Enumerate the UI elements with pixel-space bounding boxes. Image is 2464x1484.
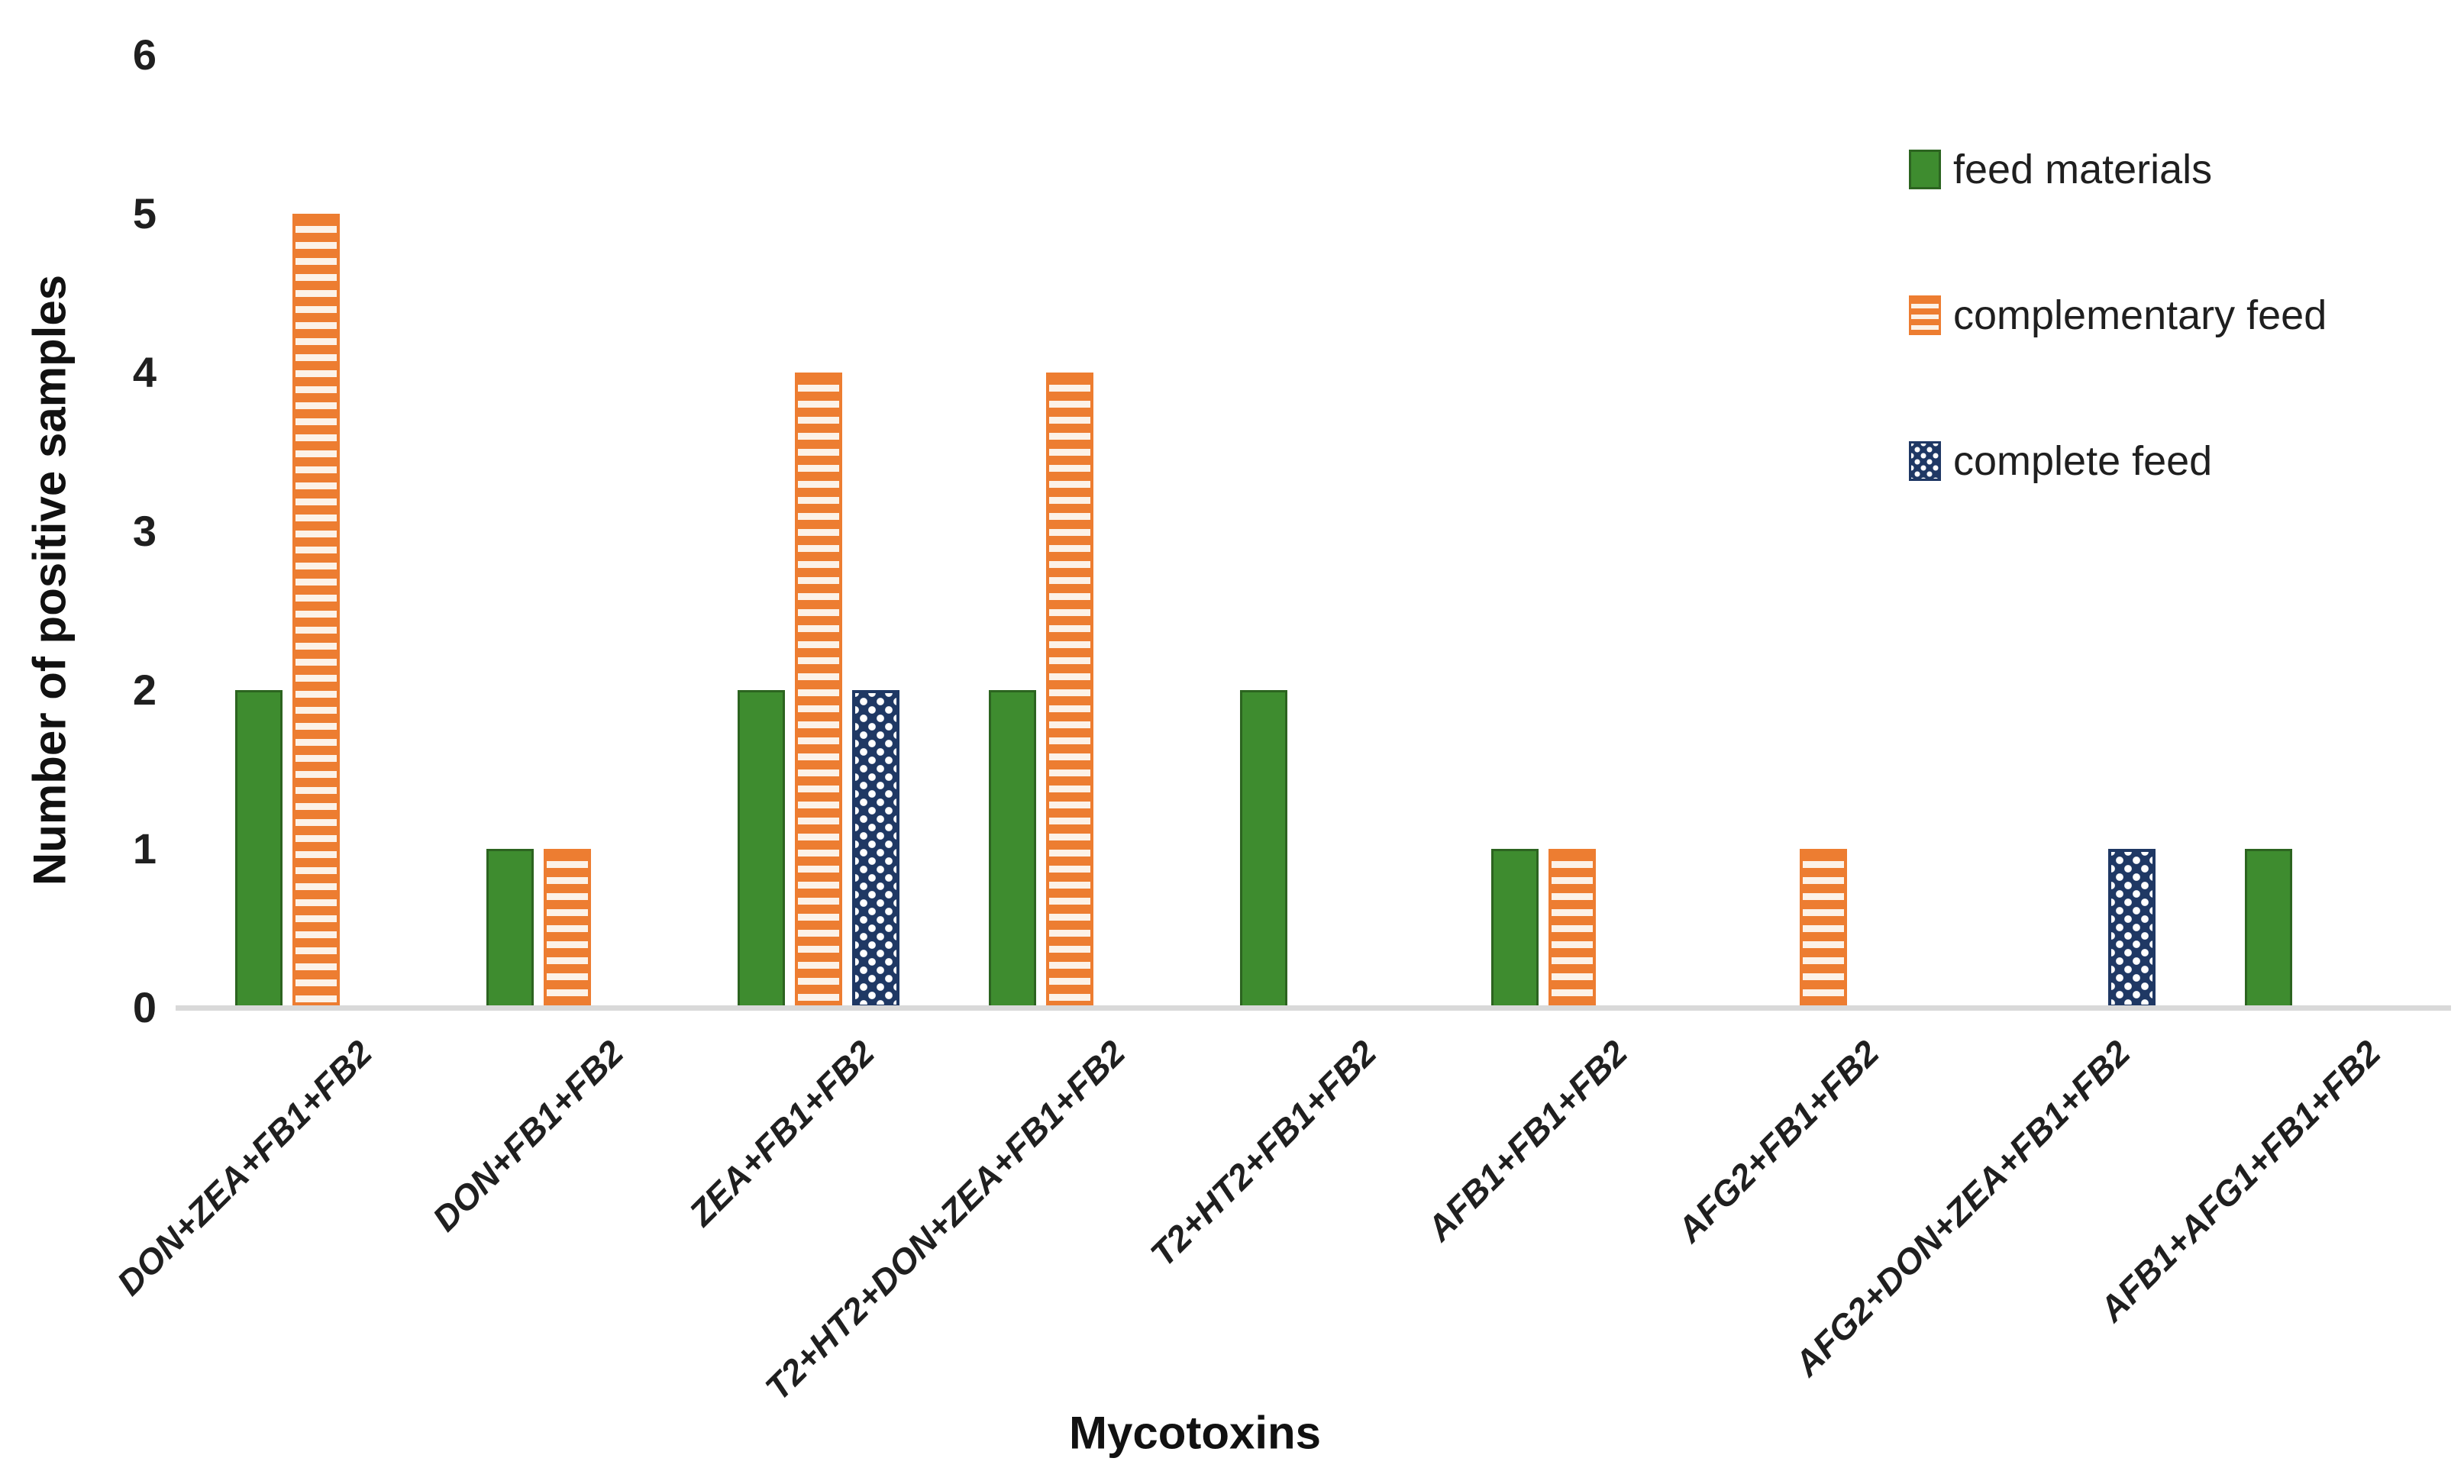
- bar-feed-materials-1: [486, 849, 534, 1008]
- x-tick-label-5: AFB1+FB1+FB2: [1419, 1032, 1636, 1249]
- y-axis-title: Number of positive samples: [24, 274, 76, 886]
- bar-feed-materials-5: [1490, 849, 1539, 1008]
- x-tick-label-4: T2+HT2+FB1+FB2: [1142, 1032, 1384, 1274]
- x-axis-title: Mycotoxins: [1068, 1407, 1322, 1459]
- x-tick-label-2: ZEA+FB1+FB2: [680, 1032, 882, 1234]
- bar-complementary-feed-6: [1799, 849, 1847, 1008]
- bar-feed-materials-8: [2244, 849, 2292, 1008]
- x-tick-label-8: AFB1+AFG1+FB1+FB2: [2091, 1032, 2389, 1330]
- bar-complementary-feed-1: [544, 849, 592, 1008]
- bar-feed-materials-4: [1240, 690, 1287, 1008]
- bar-complete-feed-7: [2107, 849, 2156, 1008]
- y-tick-label-4: 4: [132, 348, 157, 396]
- bar-complete-feed-2: [852, 690, 900, 1008]
- y-tick-label-5: 5: [132, 189, 157, 237]
- x-tick-label-6: AFG2+FB1+FB2: [1668, 1032, 1887, 1250]
- bar-feed-materials-3: [989, 690, 1037, 1008]
- bar-feed-materials-0: [235, 690, 283, 1008]
- bar-complementary-feed-0: [292, 214, 341, 1008]
- y-tick-label-0: 0: [132, 983, 157, 1031]
- bar-complementary-feed-5: [1548, 849, 1596, 1008]
- bar-feed-materials-2: [738, 690, 786, 1008]
- y-tick-label-1: 1: [132, 824, 157, 873]
- bar-complementary-feed-2: [795, 373, 843, 1008]
- y-tick-label-6: 6: [132, 31, 157, 79]
- x-axis-line: [176, 1005, 2451, 1011]
- bar-complementary-feed-3: [1046, 373, 1094, 1008]
- y-tick-label-3: 3: [132, 507, 157, 555]
- y-tick-label-2: 2: [132, 666, 157, 714]
- x-tick-label-1: DON+FB1+FB2: [424, 1032, 631, 1239]
- x-tick-label-0: DON+ZEA+FB1+FB2: [108, 1032, 379, 1303]
